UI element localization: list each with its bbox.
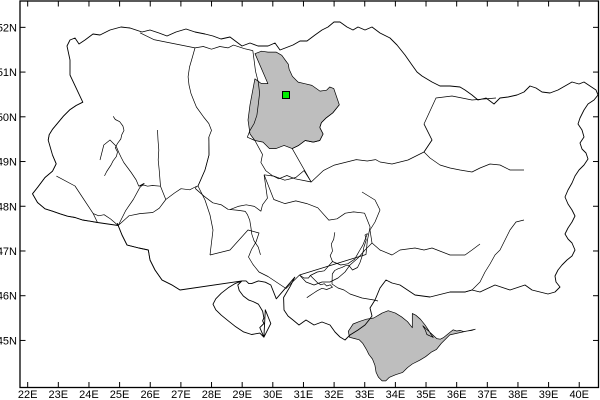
svg-text:22E: 22E <box>18 389 38 400</box>
svg-text:45N: 45N <box>0 335 17 347</box>
svg-text:35E: 35E <box>416 389 436 400</box>
svg-text:47N: 47N <box>0 246 17 258</box>
svg-text:49N: 49N <box>0 157 17 169</box>
svg-text:37E: 37E <box>478 389 498 400</box>
svg-text:51N: 51N <box>0 67 17 79</box>
svg-text:25E: 25E <box>110 389 130 400</box>
svg-text:34E: 34E <box>386 389 406 400</box>
svg-text:29E: 29E <box>232 389 252 400</box>
svg-text:28E: 28E <box>202 389 222 400</box>
svg-text:26E: 26E <box>140 389 160 400</box>
svg-text:39E: 39E <box>539 389 559 400</box>
svg-text:24E: 24E <box>79 389 99 400</box>
svg-text:38E: 38E <box>508 389 528 400</box>
svg-text:32E: 32E <box>324 389 344 400</box>
svg-text:52N: 52N <box>0 22 17 34</box>
svg-text:33E: 33E <box>355 389 375 400</box>
svg-text:50N: 50N <box>0 112 17 124</box>
svg-text:36E: 36E <box>447 389 467 400</box>
svg-text:23E: 23E <box>49 389 69 400</box>
svg-text:27E: 27E <box>171 389 191 400</box>
svg-text:40E: 40E <box>569 389 589 400</box>
svg-text:46N: 46N <box>0 291 17 303</box>
svg-text:48N: 48N <box>0 201 17 213</box>
svg-text:30E: 30E <box>263 389 283 400</box>
svg-text:31E: 31E <box>294 389 314 400</box>
